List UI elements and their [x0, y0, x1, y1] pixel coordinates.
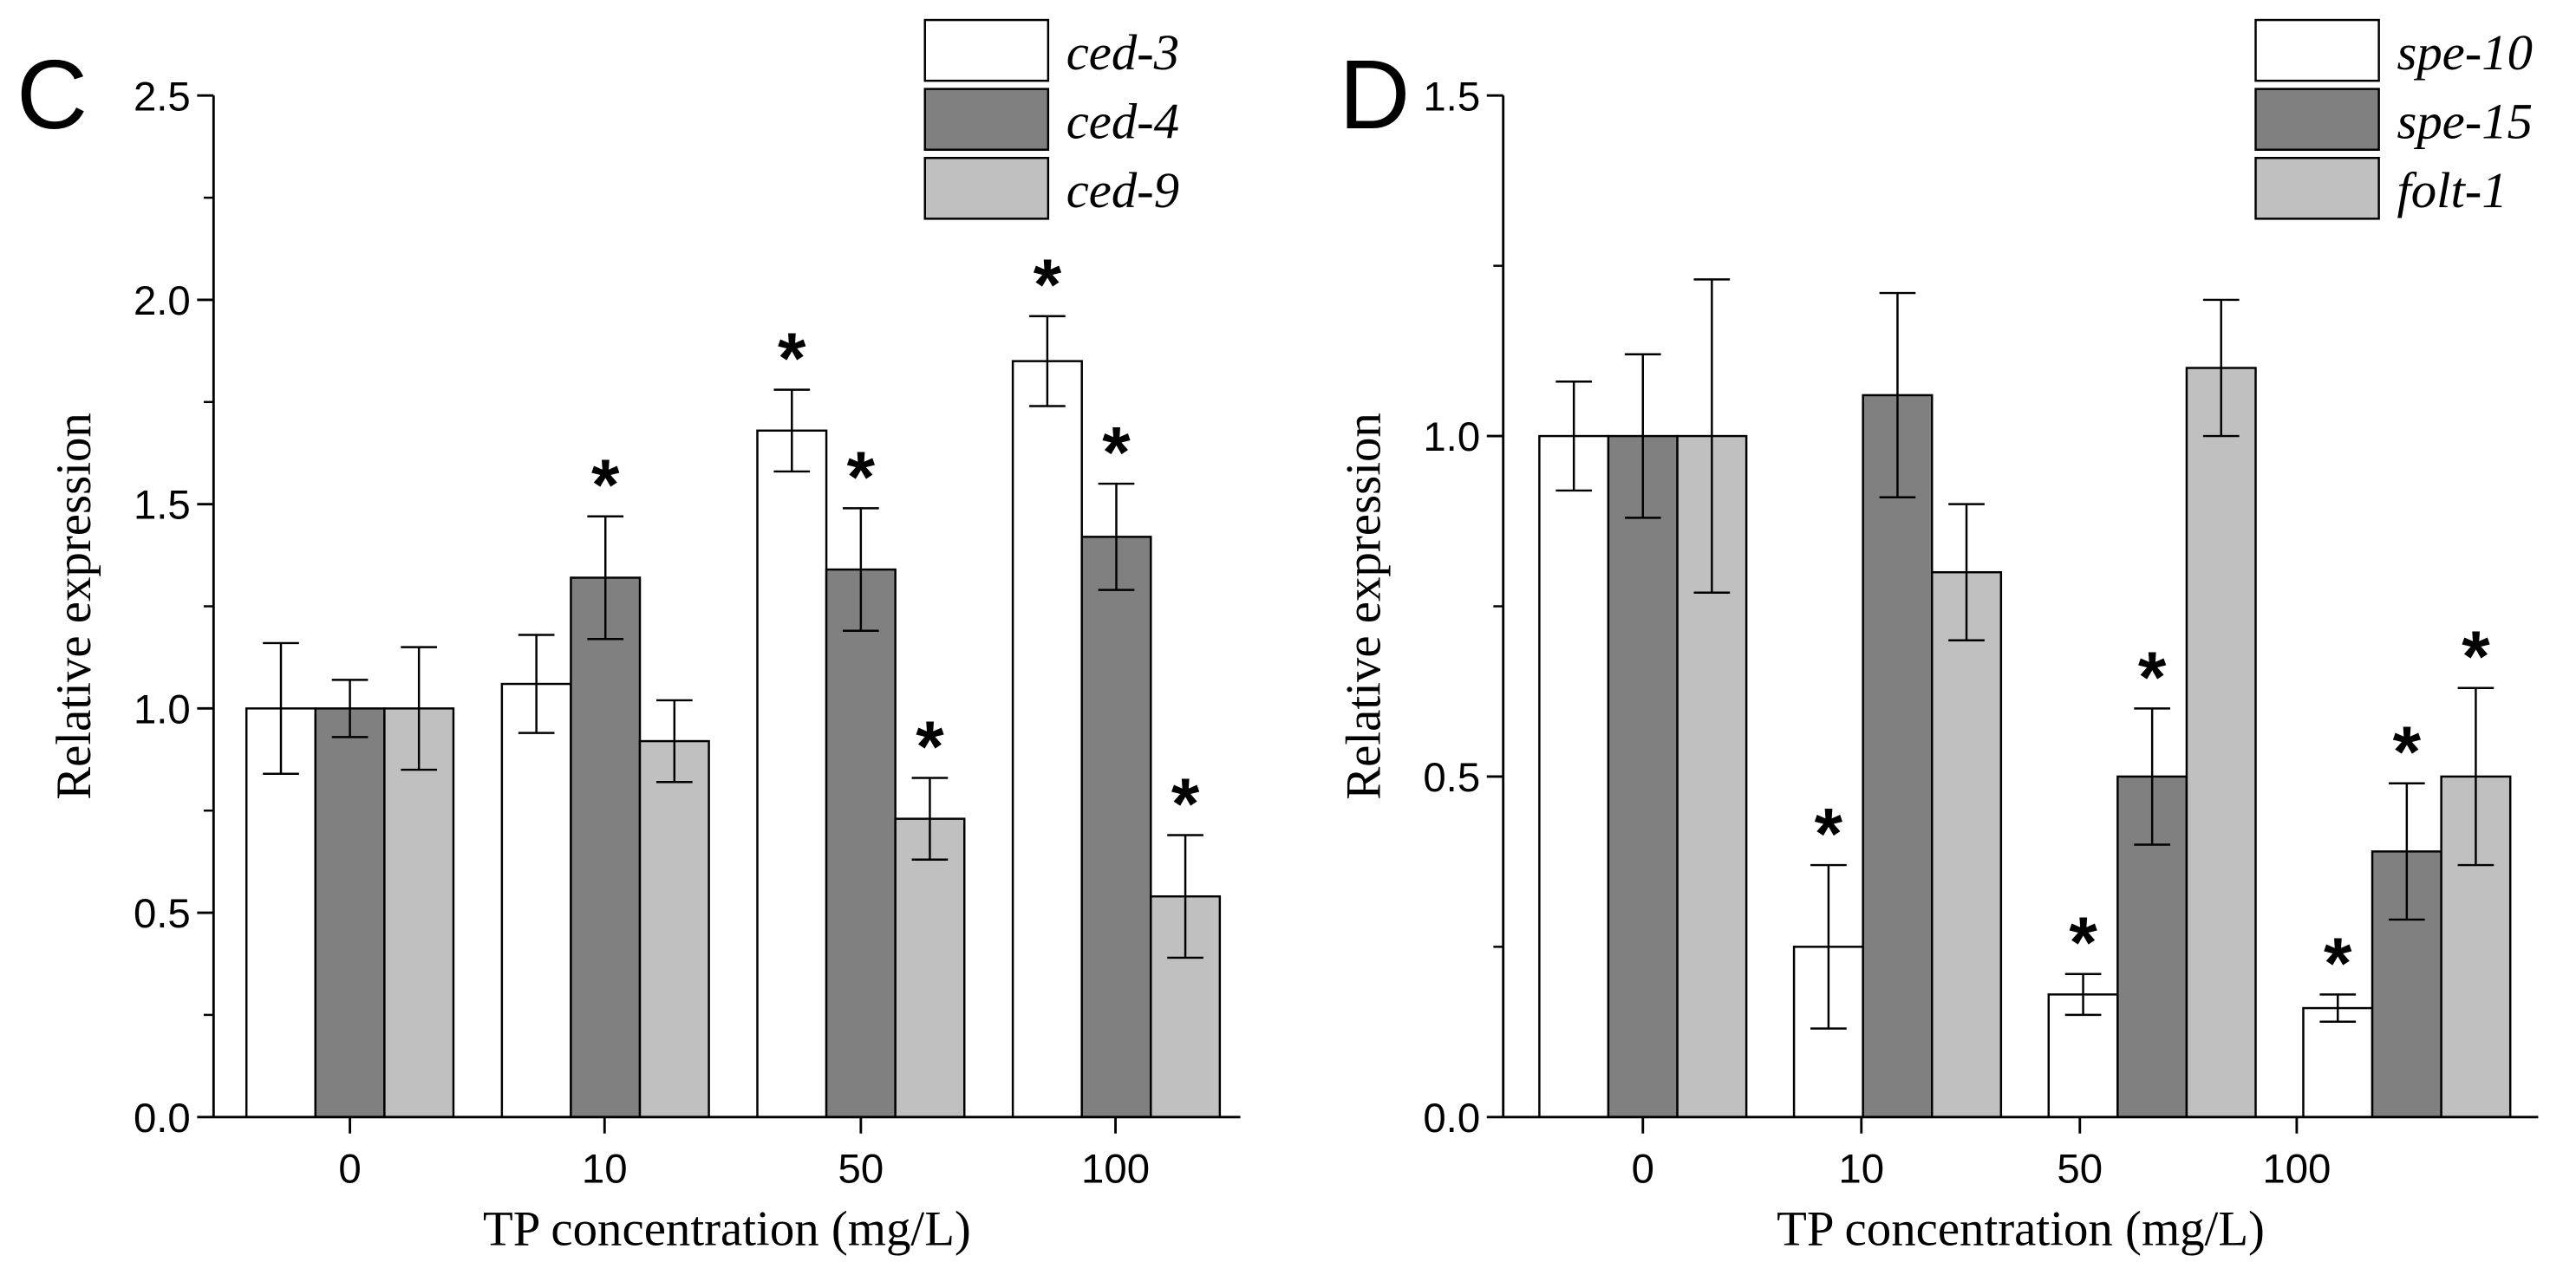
bar-ced-3-0	[245, 707, 317, 1119]
bar-ced-4-50	[825, 568, 897, 1119]
significance-star: *	[1815, 793, 1843, 874]
x-tick-label: 0	[338, 1147, 361, 1193]
significance-star: *	[1102, 412, 1131, 492]
chart-panel-c: C * * * * * * * 0.0 0.5 1.0 1.5 2.0 2.5 0 10 50 100 TP con…	[16, 18, 1241, 1257]
legend-label: spe-15	[2397, 93, 2533, 149]
significance-star: *	[778, 318, 806, 399]
y-tick-label: 1.5	[1423, 74, 1480, 120]
bar-folt-1-10	[1931, 570, 2003, 1119]
x-tick-label: 10	[582, 1147, 628, 1193]
legend-swatch-spe-15	[2254, 88, 2380, 151]
legend-label: ced-4	[1066, 93, 1179, 149]
bar-spe-10-100	[2302, 1006, 2374, 1119]
x-tick-label: 50	[2057, 1147, 2103, 1193]
legend-label: spe-10	[2397, 24, 2533, 81]
y-tick-label: 2.0	[134, 278, 191, 324]
x-axis-label: TP concentration (mg/L)	[1777, 1202, 2265, 1257]
panel-label: C	[16, 40, 88, 150]
legend-swatch-ced-3	[923, 18, 1050, 82]
legend-label: ced-9	[1066, 162, 1179, 218]
x-tick-label: 10	[1838, 1147, 1884, 1193]
bar-ced-9-10	[638, 739, 710, 1119]
legend-label: ced-3	[1066, 24, 1179, 81]
bar-ced-9-50	[894, 817, 966, 1119]
bar-ced-9-0	[383, 707, 455, 1119]
significance-star: *	[2138, 637, 2167, 718]
y-axis-label: Relative expression	[1337, 413, 1392, 800]
y-tick-label: 1.0	[1423, 414, 1480, 460]
x-tick-label: 100	[2262, 1147, 2331, 1193]
y-tick-label: 2.5	[134, 74, 191, 120]
significance-star: *	[591, 445, 620, 525]
bar-spe-15-0	[1607, 434, 1679, 1119]
bar-ced-4-100	[1080, 536, 1152, 1119]
bar-folt-1-50	[2185, 367, 2257, 1119]
bar-spe-15-10	[1862, 394, 1934, 1119]
x-tick-label: 0	[1632, 1147, 1654, 1193]
bar-spe-10-0	[1538, 434, 1610, 1119]
bar-ced-3-10	[500, 682, 572, 1119]
chart-panel-d: D * * * * * * 0.0 0.5 1.0 1.5 0 10 50 100 TP concentrat…	[1337, 18, 2539, 1257]
legend-label: folt-1	[2397, 162, 2507, 218]
x-axis-label: TP concentration (mg/L)	[483, 1202, 971, 1257]
bar-ced-4-10	[570, 576, 642, 1119]
bar-ced-4-0	[314, 707, 386, 1119]
x-tick-label: 100	[1081, 1147, 1150, 1193]
y-tick-label: 1.0	[134, 686, 191, 732]
legend-swatch-folt-1	[2254, 156, 2380, 220]
panel-label: D	[1339, 40, 1410, 150]
y-tick-label: 0.5	[1423, 755, 1480, 801]
legend-swatch-ced-4	[923, 88, 1050, 151]
significance-star: *	[2324, 923, 2352, 1004]
significance-star: *	[847, 437, 876, 517]
significance-star: *	[2462, 616, 2490, 697]
significance-star: *	[1034, 244, 1062, 325]
significance-star: *	[1171, 764, 1200, 844]
y-tick-label: 1.5	[134, 483, 191, 529]
bar-ced-3-50	[756, 429, 828, 1119]
significance-star: *	[2393, 712, 2422, 792]
y-tick-label: 0.0	[1423, 1096, 1480, 1142]
significance-star: *	[916, 706, 944, 787]
legend-swatch-spe-10	[2254, 18, 2380, 82]
significance-star: *	[2069, 902, 2097, 983]
x-tick-label: 50	[838, 1147, 884, 1193]
y-tick-label: 0.5	[134, 891, 191, 937]
bar-ced-3-100	[1011, 360, 1083, 1119]
legend-swatch-ced-9	[923, 156, 1050, 220]
y-tick-label: 0.0	[134, 1096, 191, 1142]
y-axis-label: Relative expression	[47, 413, 101, 800]
